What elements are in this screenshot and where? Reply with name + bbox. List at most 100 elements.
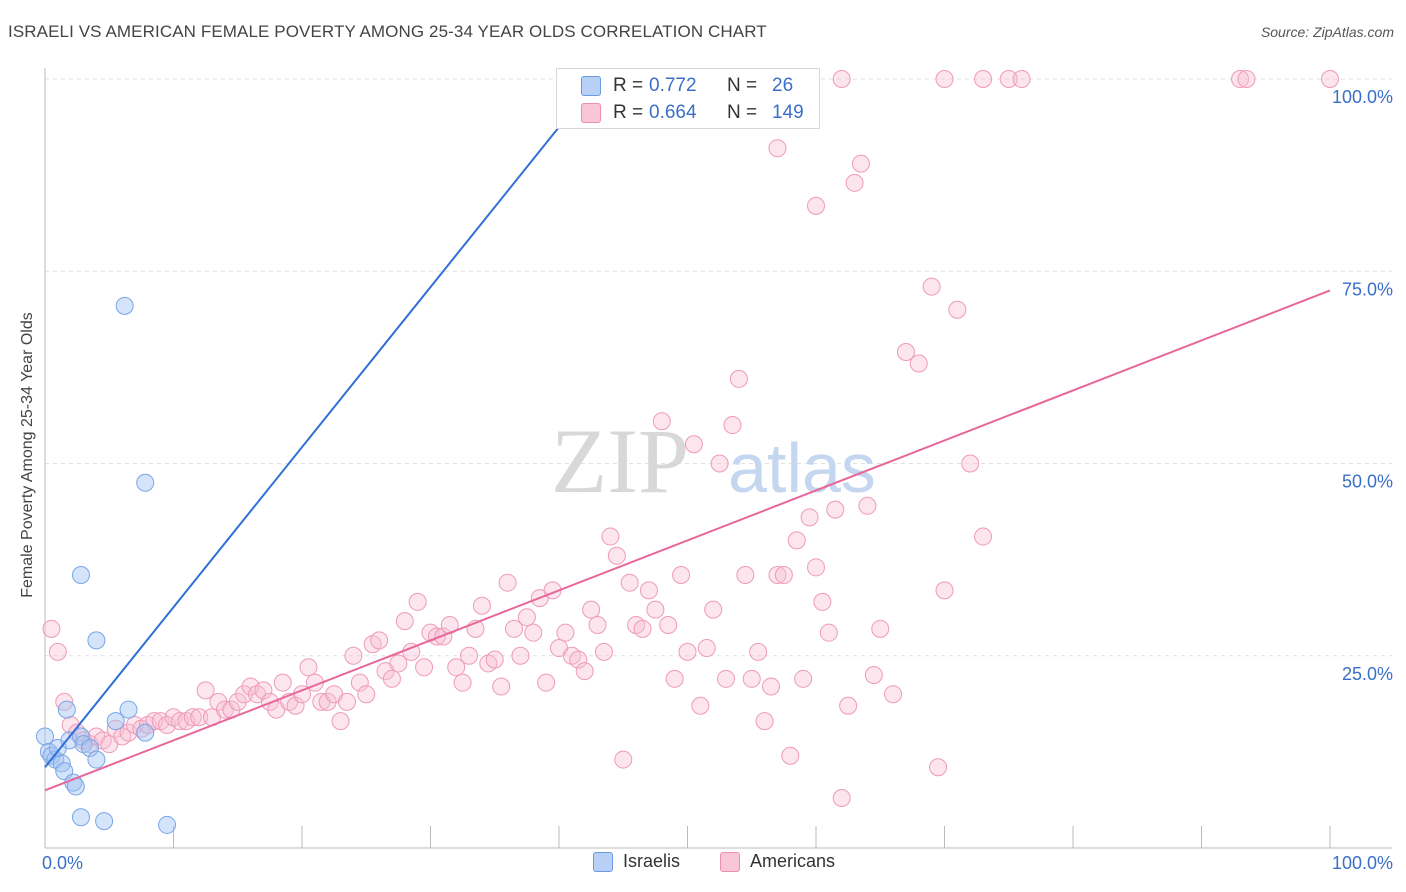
point-american bbox=[999, 70, 1018, 88]
point-american bbox=[382, 669, 401, 688]
series-legend: Israelis Americans bbox=[0, 851, 1406, 877]
point-american bbox=[691, 696, 710, 715]
point-american bbox=[864, 665, 883, 684]
point-american bbox=[190, 708, 209, 727]
point-american bbox=[273, 673, 292, 692]
trend-line-israelis bbox=[44, 78, 599, 768]
point-american bbox=[453, 673, 472, 692]
legend-swatch-israelis bbox=[593, 851, 613, 872]
point-american bbox=[492, 677, 511, 696]
point-american bbox=[1012, 70, 1031, 88]
point-american bbox=[749, 642, 768, 661]
legend-label-israelis: Israelis bbox=[623, 851, 681, 871]
point-israeli bbox=[87, 750, 106, 769]
point-american bbox=[909, 354, 928, 373]
point-israeli bbox=[36, 727, 54, 746]
point-american bbox=[517, 608, 536, 627]
point-american bbox=[781, 746, 800, 765]
watermark: ZIP atlas bbox=[551, 410, 876, 512]
legend-r-label: R = bbox=[613, 102, 644, 123]
point-american bbox=[447, 658, 466, 677]
point-american bbox=[569, 650, 588, 669]
point-american bbox=[646, 600, 665, 619]
y-tick-label: 100.0% bbox=[1332, 87, 1393, 107]
point-israeli bbox=[57, 700, 76, 719]
grid-lines bbox=[45, 78, 1392, 657]
trend-line-americans bbox=[44, 289, 1331, 792]
point-american bbox=[331, 712, 350, 731]
point-israeli bbox=[71, 808, 90, 827]
point-american bbox=[228, 692, 247, 711]
point-american bbox=[408, 592, 427, 611]
point-american bbox=[929, 758, 948, 777]
point-american bbox=[472, 596, 491, 615]
point-american bbox=[183, 708, 202, 727]
legend-row-israelis: R = 0.772 N = 26 bbox=[557, 73, 821, 99]
point-american bbox=[787, 531, 806, 550]
series-americans bbox=[42, 70, 1339, 808]
point-american bbox=[633, 619, 652, 638]
point-american bbox=[678, 642, 697, 661]
point-american bbox=[684, 435, 703, 454]
point-american bbox=[594, 642, 613, 661]
legend-n-value: 26 bbox=[772, 75, 794, 96]
trend-lines bbox=[44, 78, 1331, 792]
point-american bbox=[299, 658, 318, 677]
point-american bbox=[659, 615, 678, 634]
point-american bbox=[768, 566, 787, 585]
legend-item-israelis: Israelis bbox=[593, 851, 680, 872]
point-american bbox=[434, 627, 453, 646]
point-israeli bbox=[136, 473, 155, 492]
point-american bbox=[639, 581, 658, 600]
point-israeli bbox=[60, 731, 79, 750]
point-american bbox=[370, 631, 389, 650]
legend-swatch-israelis bbox=[581, 76, 601, 96]
point-american bbox=[460, 646, 479, 665]
point-american bbox=[48, 642, 67, 661]
correlation-legend: R = 0.772 N = 26 R = 0.664 N = 149 bbox=[556, 68, 820, 129]
point-american bbox=[839, 696, 858, 715]
point-israeli bbox=[158, 815, 177, 834]
point-american bbox=[755, 712, 774, 731]
point-american bbox=[575, 662, 594, 681]
point-american bbox=[974, 70, 993, 88]
tick-labels: 25.0% 50.0% 75.0% 100.0% 0.0% 100.0% bbox=[42, 87, 1393, 873]
point-american bbox=[318, 692, 337, 711]
legend-swatch-americans bbox=[720, 851, 740, 872]
point-american bbox=[1321, 70, 1339, 88]
point-american bbox=[395, 612, 414, 631]
legend-r-label: R = bbox=[613, 75, 644, 96]
legend-n-label: N = bbox=[727, 75, 758, 96]
point-israeli bbox=[115, 296, 134, 315]
point-american bbox=[607, 546, 626, 565]
legend-item-americans: Americans bbox=[720, 851, 835, 872]
y-tick-label: 50.0% bbox=[1342, 472, 1393, 492]
point-american bbox=[235, 685, 254, 704]
point-american bbox=[832, 789, 851, 808]
watermark-atlas: atlas bbox=[728, 429, 876, 507]
point-american bbox=[511, 646, 530, 665]
point-american bbox=[344, 646, 363, 665]
point-american bbox=[588, 615, 607, 634]
point-israeli bbox=[95, 812, 114, 831]
point-american bbox=[845, 173, 864, 192]
point-american bbox=[652, 412, 671, 431]
x-tick-label: 0.0% bbox=[42, 853, 83, 873]
point-american bbox=[813, 592, 832, 611]
point-american bbox=[665, 669, 684, 688]
point-american bbox=[1237, 70, 1256, 88]
point-american bbox=[729, 369, 748, 388]
point-american bbox=[498, 573, 517, 592]
point-american bbox=[582, 600, 601, 619]
point-israeli bbox=[119, 700, 138, 719]
series-israelis bbox=[36, 70, 611, 834]
point-american bbox=[672, 566, 691, 585]
point-israeli bbox=[136, 723, 155, 742]
point-american bbox=[819, 623, 838, 642]
legend-row-americans: R = 0.664 N = 149 bbox=[557, 100, 821, 126]
point-american bbox=[935, 581, 954, 600]
point-israeli bbox=[87, 631, 106, 650]
point-american bbox=[717, 669, 736, 688]
point-american bbox=[350, 673, 369, 692]
